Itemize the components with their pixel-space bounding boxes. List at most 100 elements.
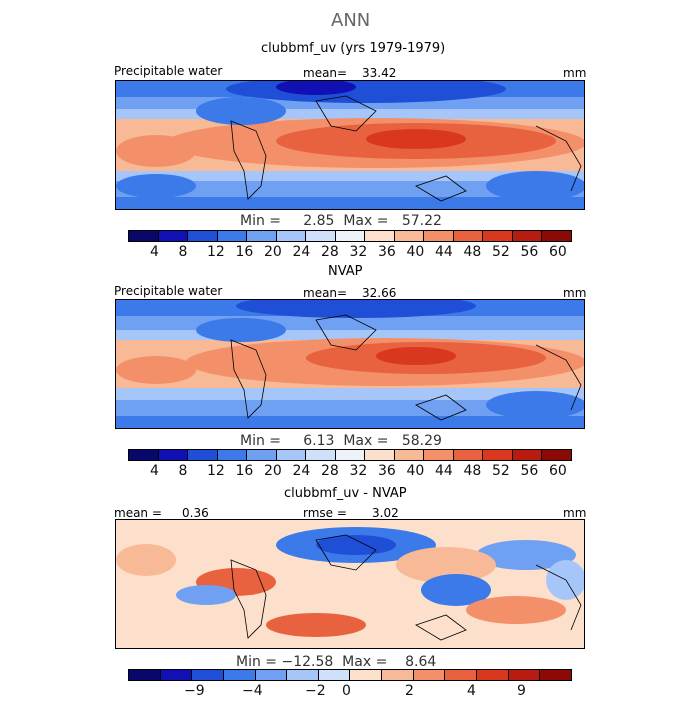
panel-3-colorbar-ticks: −9 −4 −2 0 2 4 9: [128, 683, 572, 701]
figure-title: ANN: [331, 10, 371, 31]
colorbar-bin: [188, 450, 218, 460]
panel-1-map: [115, 80, 585, 210]
colorbar-bin: [287, 670, 319, 680]
colorbar-bin: [542, 231, 571, 241]
colorbar-bin: [512, 231, 543, 241]
panel-3-map: [115, 519, 585, 649]
colorbar-bin: [276, 231, 307, 241]
colorbar-tick-label: 52: [492, 463, 510, 479]
colorbar-bin: [477, 670, 509, 680]
colorbar-bin: [382, 670, 414, 680]
colorbar-tick-label: 20: [264, 244, 282, 260]
panel-2-field-label: Precipitable water: [114, 284, 223, 298]
colorbar-bin: [394, 231, 425, 241]
panel-3-mean-value: 0.36: [182, 506, 209, 520]
colorbar-tick-label: 16: [235, 463, 254, 479]
colorbar-bin: [483, 231, 513, 241]
colorbar-tick-label: −2: [305, 683, 326, 699]
colorbar-bin: [306, 231, 336, 241]
colorbar-tick-label: 52: [492, 244, 510, 260]
colorbar-tick-label: 28: [321, 463, 339, 479]
colorbar-tick-label: 4: [150, 244, 159, 260]
colorbar-bin: [365, 450, 395, 460]
colorbar-bin: [306, 450, 336, 460]
colorbar-bin: [540, 670, 571, 680]
panel-2-title: NVAP: [328, 264, 363, 279]
colorbar-bin: [424, 450, 454, 460]
colorbar-bin: [217, 450, 248, 460]
colorbar-tick-label: 56: [520, 463, 539, 479]
colorbar-bin: [276, 450, 307, 460]
colorbar-bin: [160, 670, 193, 680]
colorbar-bin: [158, 231, 189, 241]
colorbar-bin: [512, 450, 543, 460]
colorbar-tick-label: 12: [207, 463, 225, 479]
panel-2-colorbar-ticks: 4 8 12 16 20 24 28 32 36 40 44 48 52 56 60: [128, 463, 572, 481]
colorbar-tick-label: 2: [405, 683, 414, 699]
colorbar-bin: [217, 231, 248, 241]
panel-2-mean-label: mean=: [303, 286, 348, 300]
colorbar-tick-label: 60: [549, 244, 567, 260]
panel-1-mean-value: 33.42: [362, 66, 397, 80]
colorbar-tick-label: 44: [435, 463, 453, 479]
colorbar-tick-label: 48: [463, 244, 482, 260]
colorbar-tick-label: 32: [349, 244, 368, 260]
colorbar-bin: [247, 450, 277, 460]
colorbar-bin: [255, 670, 288, 680]
colorbar-tick-label: 4: [467, 683, 476, 699]
colorbar-bin: [129, 670, 161, 680]
panel-3-title: clubbmf_uv - NVAP: [284, 486, 407, 501]
panel-1-colorbar-ticks: 4 8 12 16 20 24 28 32 36 40 44 48 52 56 60: [128, 244, 572, 262]
colorbar-bin: [350, 670, 383, 680]
panel-3-rmse-value: 3.02: [372, 506, 399, 520]
colorbar-tick-label: 24: [292, 244, 311, 260]
panel-2-map: [115, 299, 585, 429]
colorbar-tick-label: 12: [207, 244, 225, 260]
colorbar-bin: [483, 450, 513, 460]
colorbar-tick-label: 16: [235, 244, 254, 260]
colorbar-tick-label: 36: [378, 463, 396, 479]
panel-2-units: mm: [563, 286, 587, 300]
colorbar-tick-label: 9: [517, 683, 526, 699]
panel-3-mean-label: mean =: [114, 506, 162, 520]
panel-2-colorbar: [128, 449, 572, 461]
colorbar-tick-label: 28: [321, 244, 339, 260]
panel-2-mean-value: 32.66: [362, 286, 397, 300]
colorbar-tick-label: 8: [178, 463, 188, 479]
panel-1-title: clubbmf_uv (yrs 1979-1979): [261, 41, 446, 56]
panel-3-colorbar: [128, 669, 572, 681]
panel-1-min-max: Min = 2.85 Max = 57.22: [240, 213, 442, 229]
colorbar-bin: [129, 231, 159, 241]
colorbar-tick-label: 4: [150, 463, 159, 479]
colorbar-tick-label: 40: [406, 244, 425, 260]
panel-3-min-max: Min = −12.58 Max = 8.64: [236, 654, 437, 670]
colorbar-bin: [188, 231, 218, 241]
colorbar-tick-label: 48: [463, 463, 482, 479]
colorbar-bin: [223, 670, 256, 680]
colorbar-tick-label: 60: [549, 463, 567, 479]
colorbar-bin: [158, 450, 189, 460]
panel-1-colorbar: [128, 230, 572, 242]
colorbar-bin: [394, 450, 425, 460]
colorbar-bin: [424, 231, 454, 241]
panel-1-field-label: Precipitable water: [114, 64, 223, 78]
panel-3-rmse-label: rmse =: [303, 506, 347, 520]
colorbar-bin: [192, 670, 224, 680]
colorbar-tick-label: 20: [264, 463, 282, 479]
colorbar-bin: [453, 231, 484, 241]
colorbar-bin: [365, 231, 395, 241]
colorbar-bin: [247, 231, 277, 241]
panel-3-units: mm: [563, 506, 587, 520]
colorbar-bin: [453, 450, 484, 460]
colorbar-tick-label: 32: [349, 463, 368, 479]
colorbar-bin: [542, 450, 571, 460]
panel-1-units: mm: [563, 66, 587, 80]
panel-2-min-max: Min = 6.13 Max = 58.29: [240, 433, 442, 449]
panel-1-mean-label: mean=: [303, 66, 348, 80]
colorbar-tick-label: 0: [342, 683, 351, 699]
colorbar-tick-label: 56: [520, 244, 539, 260]
colorbar-bin: [335, 450, 366, 460]
colorbar-tick-label: −4: [242, 683, 263, 699]
colorbar-bin: [335, 231, 366, 241]
colorbar-tick-label: 36: [378, 244, 396, 260]
